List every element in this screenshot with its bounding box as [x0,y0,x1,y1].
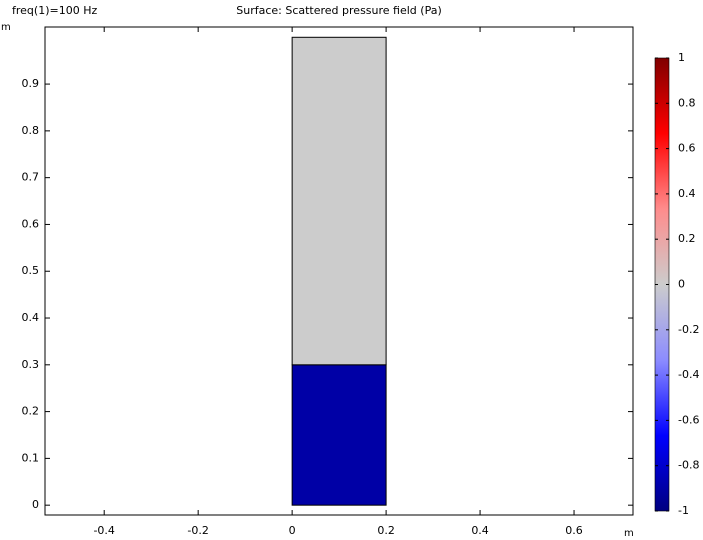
colorbar-tick-label: 1 [678,51,685,64]
y-tick-label: 0.9 [22,77,40,90]
colorbar-tick-label: -0.4 [678,368,699,381]
colorbar-tick-label: -1 [678,504,689,517]
colorbar-tick-label: 0.4 [678,187,696,200]
x-tick-label: -0.4 [93,524,114,537]
colorbar-tick-label: 0.2 [678,232,696,245]
chart-title: Surface: Scattered pressure field (Pa) [236,4,442,17]
y-tick-label: 0.4 [22,311,40,324]
colorbar-tick-label: -0.6 [678,413,699,426]
y-tick-label: 0 [32,498,39,511]
y-tick-label: 0.8 [22,124,40,137]
x-tick-label: 0.2 [377,524,395,537]
colorbar-tick-label: 0 [678,278,685,291]
surface-region [291,36,387,366]
x-tick-label: 0.4 [471,524,489,537]
y-tick-label: 0.6 [22,217,40,230]
colorbar-tick-label: -0.8 [678,459,699,472]
x-tick-label: -0.2 [187,524,208,537]
frequency-label: freq(1)=100 Hz [12,4,97,17]
y-unit: m [1,22,11,33]
colorbar-tick-label: -0.2 [678,323,699,336]
x-unit: m [624,528,634,539]
y-tick-label: 0.7 [22,171,40,184]
colorbar-tick-label: 0.6 [678,142,696,155]
x-tick-label: 0 [289,524,296,537]
y-tick-label: 0.2 [22,405,40,418]
x-tick-label: 0.6 [565,524,583,537]
y-tick-label: 0.1 [22,451,40,464]
y-tick-label: 0.5 [22,264,40,277]
colorbar-tick-label: 0.8 [678,96,696,109]
surface-region [291,364,387,506]
y-tick-label: 0.3 [22,358,40,371]
